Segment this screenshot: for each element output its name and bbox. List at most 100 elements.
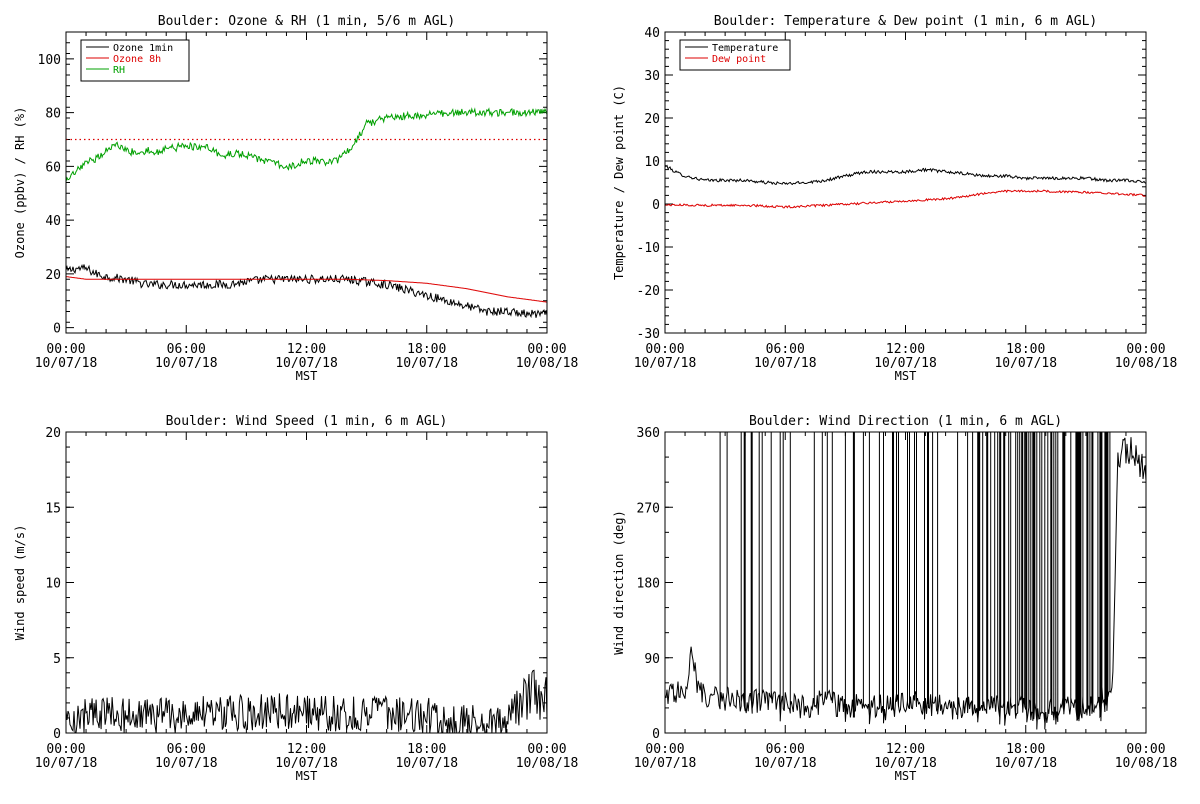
y-tick-label: 60 bbox=[45, 160, 61, 175]
y-tick-label: 0 bbox=[53, 322, 61, 337]
x-tick-time: 00:00 bbox=[46, 742, 85, 757]
x-axis-label: MST bbox=[895, 769, 917, 783]
chart-title: Boulder: Wind Direction (1 min, 6 m AGL) bbox=[749, 414, 1062, 429]
y-tick-label: 0 bbox=[652, 727, 660, 742]
y-tick-label: 180 bbox=[637, 577, 660, 592]
x-tick-time: 12:00 bbox=[886, 742, 925, 757]
plot-frame bbox=[65, 31, 548, 334]
x-tick-date: 10/07/18 bbox=[395, 756, 458, 771]
x-tick-time: 06:00 bbox=[766, 742, 805, 757]
series-line bbox=[665, 432, 1146, 730]
x-tick-time: 12:00 bbox=[287, 342, 326, 357]
x-tick-time: 00:00 bbox=[645, 742, 684, 757]
chart-title: Boulder: Ozone & RH (1 min, 5/6 m AGL) bbox=[158, 14, 455, 29]
x-tick-time: 00:00 bbox=[527, 742, 566, 757]
x-tick-time: 00:00 bbox=[46, 342, 85, 357]
x-tick-time: 00:00 bbox=[645, 342, 684, 357]
plot-area bbox=[665, 164, 1146, 209]
y-tick-label: 270 bbox=[637, 501, 660, 516]
y-tick-label: -20 bbox=[637, 284, 660, 299]
x-tick-date: 10/07/18 bbox=[634, 756, 697, 771]
x-tick-time: 18:00 bbox=[1006, 342, 1045, 357]
x-tick-time: 18:00 bbox=[1006, 742, 1045, 757]
chart-wdir: Boulder: Wind Direction (1 min, 6 m AGL)… bbox=[612, 414, 1177, 783]
y-tick-label: 20 bbox=[45, 268, 61, 283]
x-axis-label: MST bbox=[895, 369, 917, 383]
y-axis-label: Wind speed (m/s) bbox=[13, 525, 27, 641]
x-tick-time: 06:00 bbox=[167, 342, 206, 357]
x-tick-time: 12:00 bbox=[886, 342, 925, 357]
x-tick-date: 10/08/18 bbox=[1115, 356, 1178, 371]
chart-title: Boulder: Temperature & Dew point (1 min,… bbox=[714, 14, 1098, 29]
y-tick-label: -10 bbox=[637, 241, 660, 256]
y-axis-label: Ozone (ppbv) / RH (%) bbox=[13, 107, 27, 259]
legend-box bbox=[679, 39, 791, 71]
plot-area bbox=[665, 432, 1146, 730]
x-tick-date: 10/07/18 bbox=[155, 356, 218, 371]
chart-title: Boulder: Wind Speed (1 min, 6 m AGL) bbox=[166, 414, 448, 429]
plot-frame bbox=[65, 431, 548, 734]
x-tick-date: 10/07/18 bbox=[35, 756, 98, 771]
y-tick-label: 20 bbox=[644, 112, 660, 127]
y-tick-label: 100 bbox=[38, 53, 61, 68]
x-tick-time: 18:00 bbox=[407, 742, 446, 757]
legend-label: Ozone 8h bbox=[113, 54, 161, 65]
x-tick-date: 10/07/18 bbox=[634, 356, 697, 371]
x-tick-date: 10/07/18 bbox=[754, 356, 817, 371]
series-line-ozone-1min bbox=[66, 264, 547, 319]
x-tick-time: 00:00 bbox=[1126, 342, 1165, 357]
legend-label: Dew point bbox=[712, 54, 766, 65]
x-tick-date: 10/08/18 bbox=[516, 756, 579, 771]
x-tick-date: 10/07/18 bbox=[754, 756, 817, 771]
plot-frame bbox=[664, 431, 1147, 734]
x-tick-time: 06:00 bbox=[167, 742, 206, 757]
series-line-ozone-8h bbox=[66, 276, 547, 303]
x-tick-time: 00:00 bbox=[527, 342, 566, 357]
y-axis-label: Temperature / Dew point (C) bbox=[612, 85, 626, 280]
legend-label: Ozone 1min bbox=[113, 43, 173, 54]
series-line-dew-point bbox=[665, 189, 1146, 209]
x-tick-date: 10/07/18 bbox=[874, 356, 937, 371]
x-tick-date: 10/07/18 bbox=[35, 356, 98, 371]
plot-area bbox=[66, 669, 547, 733]
y-tick-label: 10 bbox=[45, 577, 61, 592]
y-tick-label: 0 bbox=[53, 727, 61, 742]
y-tick-label: 15 bbox=[45, 501, 61, 516]
x-tick-date: 10/08/18 bbox=[516, 356, 579, 371]
y-tick-label: 0 bbox=[652, 198, 660, 213]
y-tick-label: 30 bbox=[644, 69, 660, 84]
x-axis-label: MST bbox=[296, 369, 318, 383]
x-tick-date: 10/07/18 bbox=[395, 356, 458, 371]
x-tick-time: 18:00 bbox=[407, 342, 446, 357]
y-axis-label: Wind direction (deg) bbox=[612, 510, 626, 655]
y-tick-label: 10 bbox=[644, 155, 660, 170]
y-tick-label: 20 bbox=[45, 426, 61, 441]
x-tick-date: 10/07/18 bbox=[275, 756, 338, 771]
plot-area bbox=[66, 107, 547, 319]
plot-frame bbox=[664, 31, 1147, 334]
series-line-temperature bbox=[665, 164, 1146, 186]
x-tick-date: 10/07/18 bbox=[874, 756, 937, 771]
y-tick-label: 40 bbox=[644, 26, 660, 41]
series-line-rh bbox=[66, 107, 547, 182]
x-tick-time: 06:00 bbox=[766, 342, 805, 357]
legend-label: Temperature bbox=[712, 43, 778, 54]
x-axis-label: MST bbox=[296, 769, 318, 783]
chart-wspd: Boulder: Wind Speed (1 min, 6 m AGL) 0 5 10… bbox=[13, 414, 578, 783]
x-tick-date: 10/07/18 bbox=[275, 356, 338, 371]
y-tick-label: 5 bbox=[53, 652, 61, 667]
y-tick-label: 90 bbox=[644, 652, 660, 667]
series-line bbox=[66, 669, 547, 733]
y-tick-label: 40 bbox=[45, 214, 61, 229]
x-tick-date: 10/07/18 bbox=[994, 356, 1057, 371]
x-tick-time: 12:00 bbox=[287, 742, 326, 757]
x-tick-date: 10/07/18 bbox=[994, 756, 1057, 771]
x-tick-date: 10/08/18 bbox=[1115, 756, 1178, 771]
y-tick-label: 80 bbox=[45, 107, 61, 122]
x-tick-time: 00:00 bbox=[1126, 742, 1165, 757]
chart-ozone: Boulder: Ozone & RH (1 min, 5/6 m AGL) 0 2… bbox=[13, 14, 578, 383]
legend-label: RH bbox=[113, 65, 125, 76]
chart-temp: Boulder: Temperature & Dew point (1 min,… bbox=[612, 14, 1177, 383]
